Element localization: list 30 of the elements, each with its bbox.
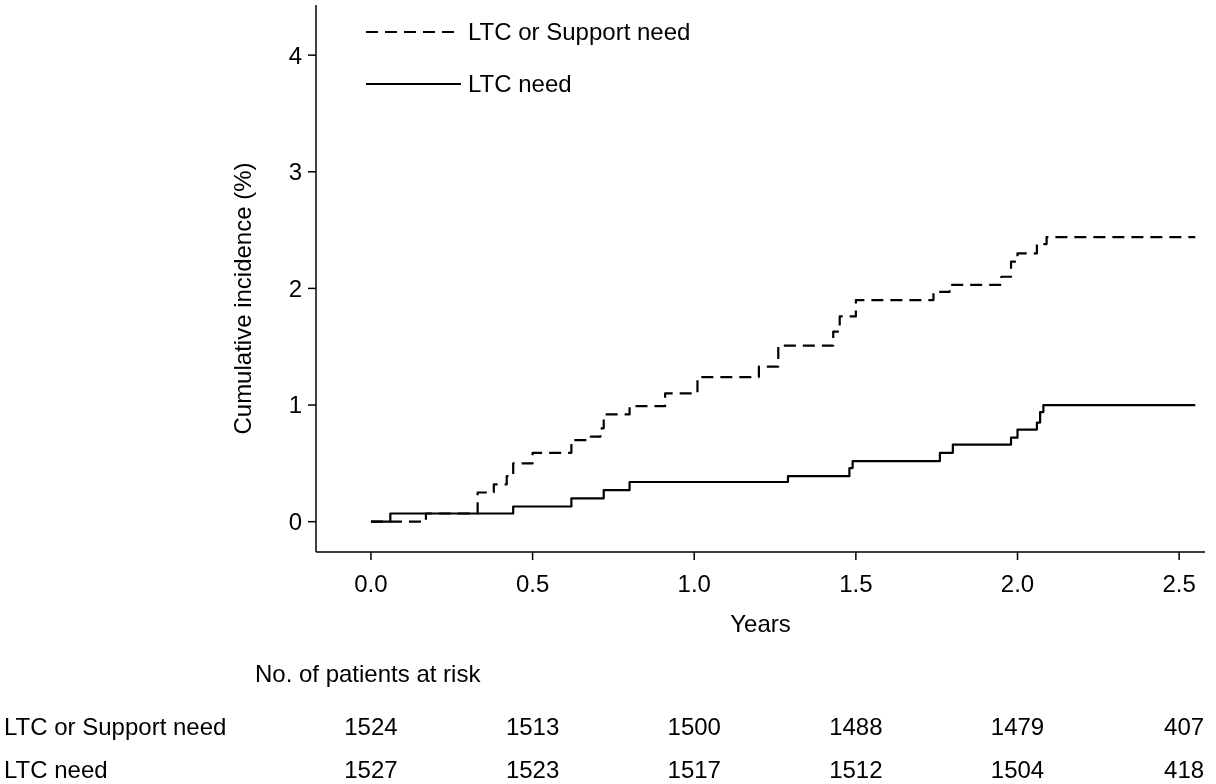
- x-tick-label: 0.5: [515, 570, 550, 597]
- text: 1488: [829, 713, 883, 740]
- y-tick-label: 2: [288, 274, 302, 302]
- text: 1513: [505, 713, 560, 740]
- text: 1479: [990, 713, 1045, 740]
- text: 1523: [505, 756, 560, 783]
- text: No. of patients at risk: [254, 660, 482, 687]
- text: 407: [1164, 713, 1205, 740]
- x-tick-label: 1.0: [677, 570, 711, 597]
- y-tick-label: 0: [288, 508, 302, 536]
- x-tick-label: 1.5: [839, 570, 873, 597]
- text: 1500: [667, 713, 721, 740]
- legend-label: LTC need: [468, 70, 572, 98]
- x-axis-title: Years: [730, 610, 791, 637]
- text: LTC need: [4, 756, 108, 783]
- text: 418: [1164, 756, 1205, 783]
- text: 1517: [667, 756, 721, 783]
- text: 1504: [990, 756, 1045, 783]
- y-axis-title: Cumulative incidence (%): [229, 162, 256, 435]
- y-tick-label: 1: [288, 391, 302, 419]
- x-tick-label: 2.5: [1162, 570, 1196, 597]
- text: LTC or Support need: [4, 713, 227, 740]
- legend-label: LTC or Support need: [468, 18, 691, 46]
- text: 1527: [344, 756, 398, 783]
- y-tick-label: 4: [288, 41, 302, 69]
- x-tick-label: 2.0: [1000, 570, 1035, 597]
- text: 1512: [829, 756, 883, 783]
- text: 1524: [344, 713, 398, 740]
- x-tick-label: 0.0: [354, 570, 388, 597]
- y-tick-label: 3: [288, 158, 302, 186]
